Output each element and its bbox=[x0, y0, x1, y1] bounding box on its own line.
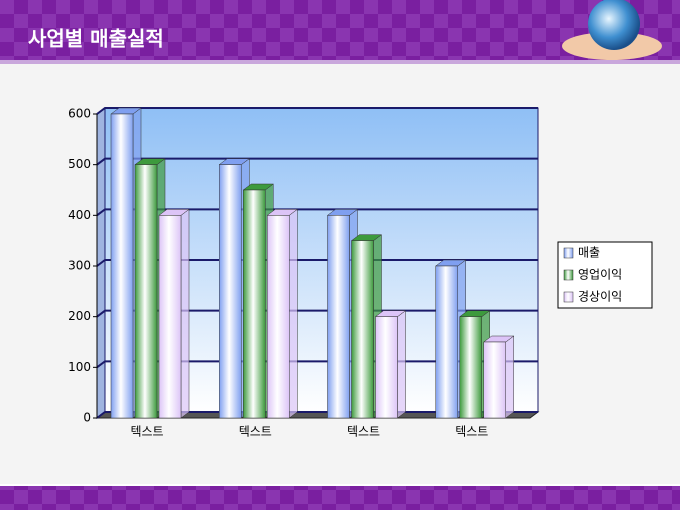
bar-front bbox=[267, 215, 290, 419]
bar-side bbox=[180, 208, 190, 419]
bar bbox=[266, 208, 298, 419]
bar-front bbox=[110, 113, 134, 419]
y-tick-label: 0 bbox=[83, 411, 91, 425]
header-rule bbox=[0, 60, 680, 64]
y-tick-label: 600 bbox=[68, 107, 91, 121]
x-tick-label: 텍스트 bbox=[455, 425, 488, 439]
y-tick-label: 400 bbox=[68, 208, 91, 222]
slide-title: 사업별 매출실적 bbox=[28, 27, 164, 51]
legend-swatch bbox=[563, 269, 574, 281]
bar bbox=[158, 208, 190, 419]
legend-label: 경상이익 bbox=[578, 290, 622, 304]
bar-front bbox=[351, 240, 374, 419]
bar-front bbox=[327, 215, 350, 419]
bar-side bbox=[505, 335, 514, 419]
x-tick-label: 텍스트 bbox=[347, 425, 380, 439]
grid-line bbox=[96, 107, 538, 115]
bar bbox=[374, 310, 407, 419]
bar-side bbox=[397, 310, 406, 419]
legend-swatch bbox=[563, 291, 574, 303]
x-tick-label: 텍스트 bbox=[239, 425, 272, 439]
bar-front bbox=[243, 189, 266, 419]
bar-front bbox=[459, 316, 482, 419]
legend-swatch bbox=[563, 247, 574, 259]
legend-label: 영업이익 bbox=[578, 268, 622, 282]
legend-label: 매출 bbox=[578, 246, 600, 260]
globe-decoration bbox=[588, 0, 640, 50]
bar-front bbox=[134, 164, 158, 419]
y-tick-label: 100 bbox=[68, 360, 91, 374]
bar-front bbox=[435, 265, 458, 419]
footer-band bbox=[0, 486, 680, 510]
bar-side bbox=[289, 208, 298, 419]
chart: 0 100 200 300 400 500 600 텍스트 텍스트 텍스트 텍스트 매출영업이익경상이… bbox=[68, 107, 653, 439]
grid-line bbox=[96, 208, 538, 217]
bar-front bbox=[375, 316, 398, 419]
bar-front bbox=[219, 164, 242, 419]
y-tick-label: 300 bbox=[68, 259, 91, 273]
y-tick-label: 200 bbox=[68, 309, 91, 323]
grid-line bbox=[96, 259, 538, 267]
legend-box bbox=[557, 241, 653, 309]
grid-line bbox=[96, 157, 538, 166]
y-tick-label: 500 bbox=[68, 157, 91, 171]
bar-front bbox=[158, 215, 182, 419]
bar bbox=[483, 335, 515, 419]
bar-front bbox=[483, 341, 506, 419]
x-tick-label: 텍스트 bbox=[130, 425, 163, 439]
